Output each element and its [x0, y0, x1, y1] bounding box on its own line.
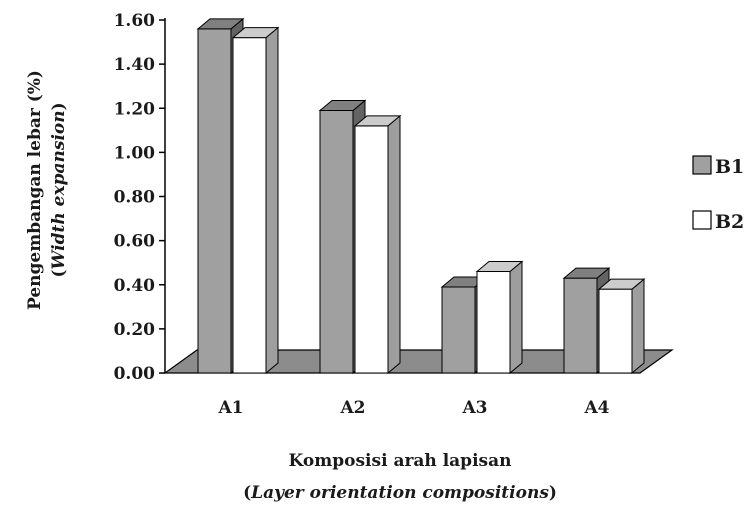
legend-item-b2: B2 [692, 210, 744, 233]
bar-front [319, 109, 354, 374]
bar-top [231, 27, 280, 39]
y-axis-title-line1: Pengembangan lebar (%) [25, 70, 45, 310]
y-tick-label: 0.00 [114, 364, 156, 384]
x-tick-label: A1 [217, 398, 243, 418]
y-tick-label: 1.00 [114, 143, 156, 163]
y-axis-title: Pengembangan lebar (%) (Width expansion) [25, 70, 69, 310]
x-axis-categories: A1 A2 A3 A4 [217, 398, 609, 418]
bar-side [265, 26, 279, 375]
bar-front [354, 125, 389, 374]
legend-item-b1: B1 [692, 155, 744, 178]
x-axis-title-line2: (Layer orientation compositions) [243, 483, 557, 503]
x-axis-title-line1: Komposisi arah lapisan [289, 451, 512, 471]
y-tick-label: 0.40 [114, 276, 156, 296]
bar-top [353, 115, 402, 127]
bar-side [387, 114, 401, 375]
y-tick-label: 0.60 [114, 232, 156, 252]
x-tick-label: A4 [583, 398, 609, 418]
bar-top [318, 99, 367, 111]
bar-front [232, 37, 267, 374]
bar-top [475, 261, 524, 273]
bar-front [197, 28, 232, 374]
bar-front [441, 286, 476, 374]
y-tick-label: 0.80 [114, 188, 156, 208]
legend: B1 B2 [692, 155, 744, 233]
legend-swatch [692, 210, 712, 230]
y-tick-label: 1.20 [114, 99, 156, 119]
bar-b2-a1 [231, 26, 280, 375]
bar-b2-a3 [475, 260, 524, 375]
bar-front [563, 277, 598, 374]
y-axis-title-line2: (Width expansion) [49, 102, 69, 277]
bar-b2-a4 [597, 278, 646, 375]
y-tick-label: 0.20 [114, 320, 156, 340]
legend-label: B2 [715, 211, 744, 233]
y-tick-label: 1.60 [114, 11, 156, 31]
bar-top [597, 278, 646, 290]
bar-top [562, 267, 611, 279]
bar-side [509, 260, 523, 375]
bar-front [598, 288, 633, 374]
legend-label: B1 [715, 156, 744, 178]
x-tick-label: A2 [339, 398, 365, 418]
y-axis: 0.00 0.20 0.40 0.60 0.80 1.00 1.20 1.40 1.60 [114, 11, 166, 384]
legend-swatch [692, 155, 712, 175]
x-tick-label: A3 [461, 398, 487, 418]
bars [196, 17, 646, 375]
bar-b2-a2 [353, 114, 402, 375]
bar-front [476, 271, 511, 374]
bar-side [631, 278, 645, 375]
y-tick-label: 1.40 [114, 55, 156, 75]
bar-top [196, 18, 245, 30]
